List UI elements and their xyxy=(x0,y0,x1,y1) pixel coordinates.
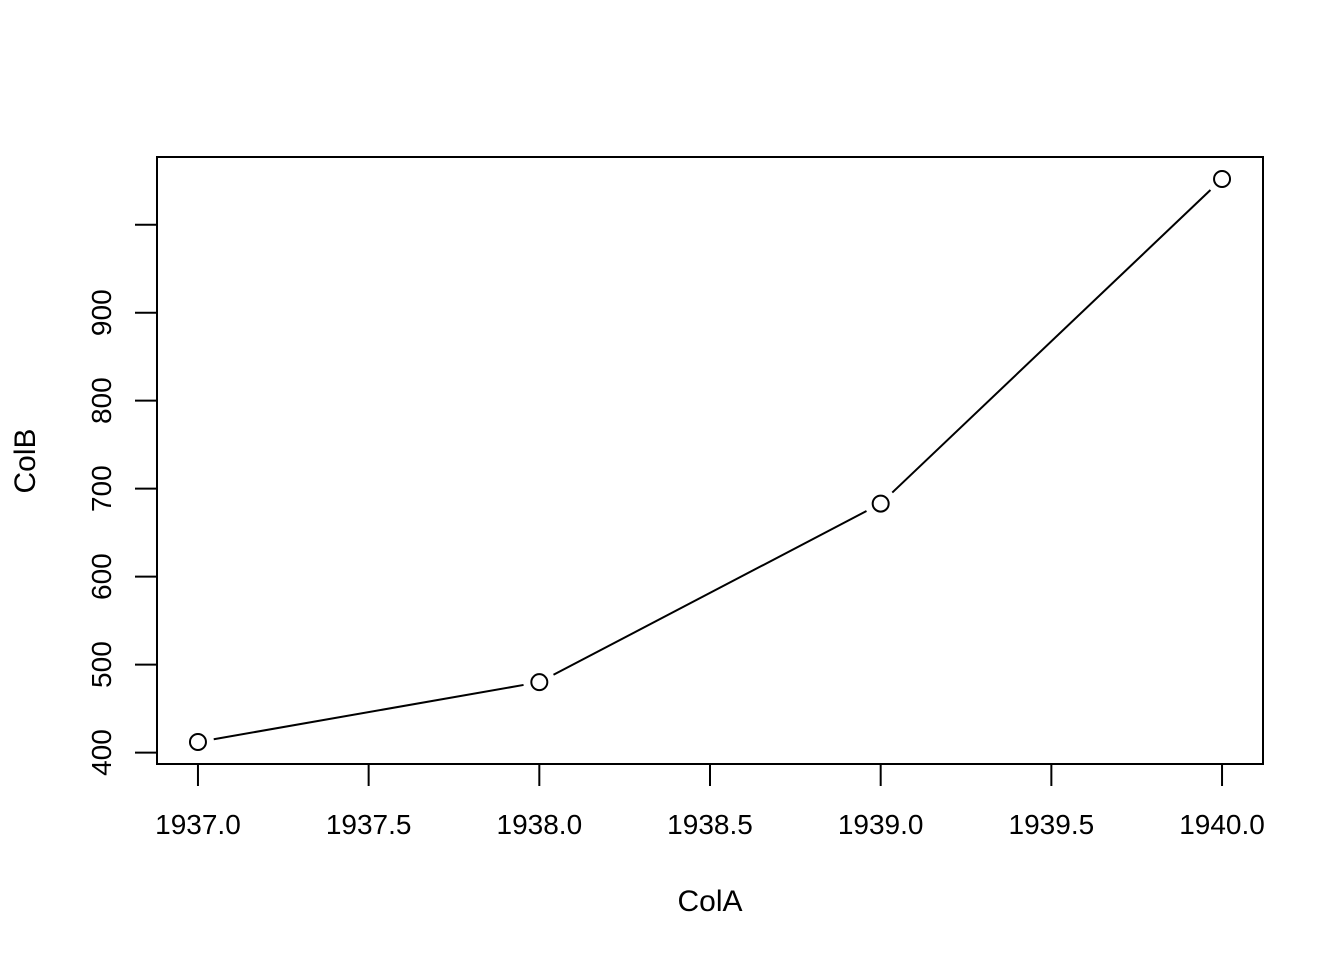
data-point xyxy=(871,494,890,513)
y-tick-label: 400 xyxy=(86,729,117,776)
y-axis-title: ColB xyxy=(9,428,42,493)
y-tick-label: 800 xyxy=(86,377,117,424)
x-tick-label: 1940.0 xyxy=(1179,809,1265,840)
y-tick-label: 700 xyxy=(86,465,117,512)
series xyxy=(188,169,1232,752)
y-axis: 400 500 600 700 800 900 xyxy=(86,223,158,776)
x-tick-label: 1937.5 xyxy=(326,809,412,840)
plot-frame xyxy=(156,156,1264,765)
x-tick-label: 1937.0 xyxy=(155,809,241,840)
x-tick-label: 1938.5 xyxy=(667,809,753,840)
y-tick-label: 900 xyxy=(86,289,117,336)
x-tick-label: 1938.0 xyxy=(497,809,583,840)
y-tick-label: 500 xyxy=(86,641,117,688)
x-tick-label: 1939.5 xyxy=(1009,809,1095,840)
y-tick-label: 600 xyxy=(86,553,117,600)
data-point xyxy=(188,733,207,752)
data-point xyxy=(530,673,549,692)
x-tick-label: 1939.0 xyxy=(838,809,924,840)
series-line-segment xyxy=(553,510,867,676)
data-point xyxy=(1213,169,1232,188)
x-axis: 1937.0 1937.5 1938.0 1938.5 1939.0 1939.5 1940… xyxy=(155,763,1265,840)
series-line-segment xyxy=(891,189,1212,494)
x-axis-title: ColA xyxy=(677,885,742,918)
series-line-segment xyxy=(213,683,524,741)
